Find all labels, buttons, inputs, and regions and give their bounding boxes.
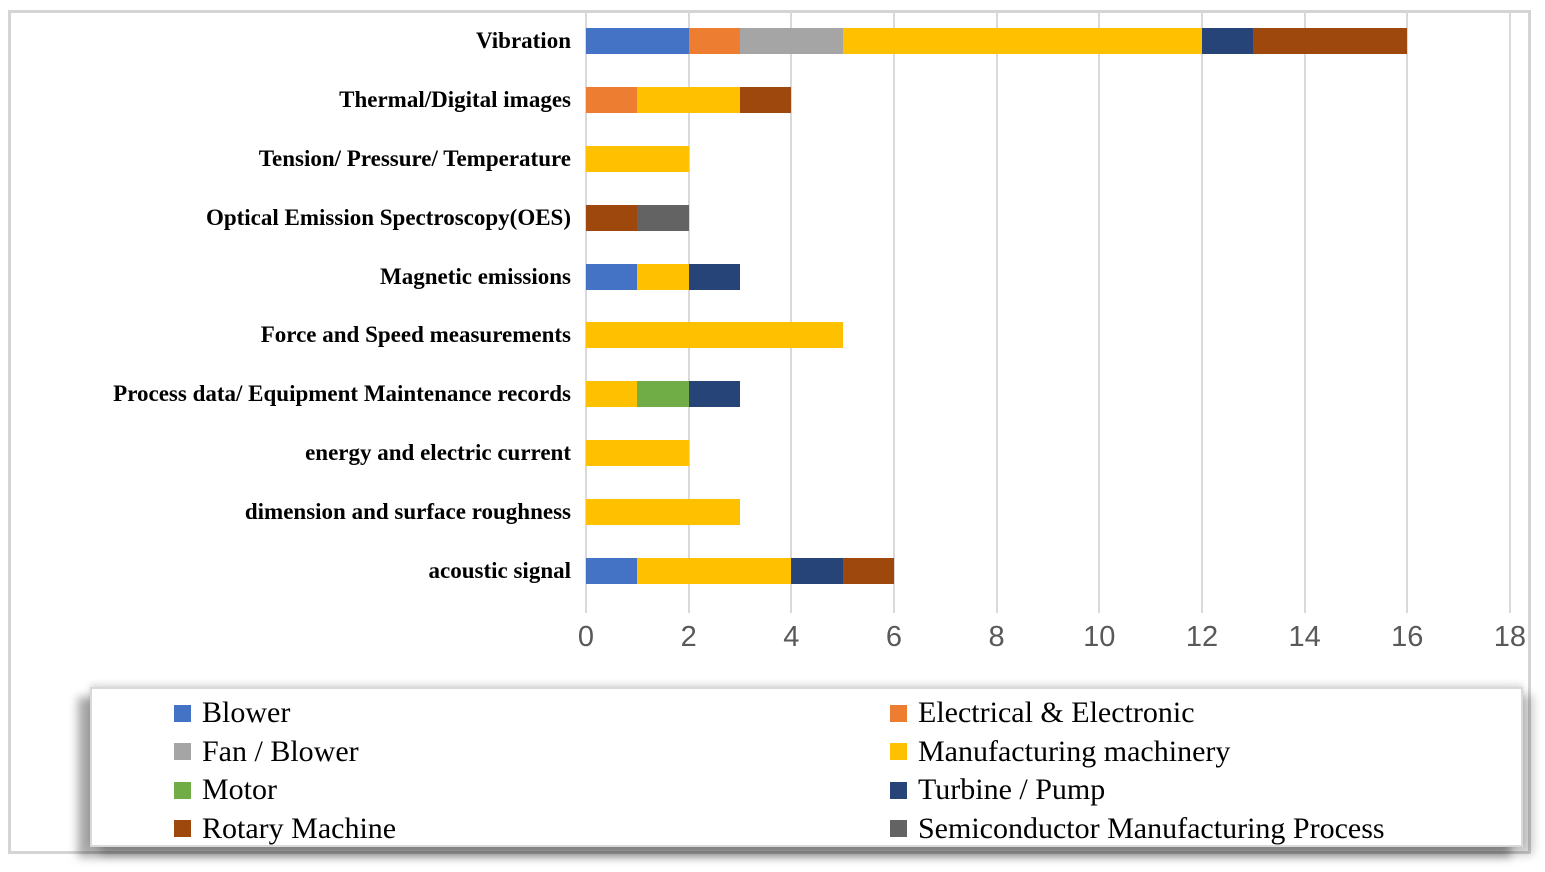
category-label: Magnetic emissions [379,263,571,289]
x-tick-label: 6 [885,621,903,653]
gridline-x-10 [1098,12,1101,613]
category-label: Tension/ Pressure/ Temperature [258,145,571,171]
gridline-x-16 [1406,12,1409,613]
category-label: Force and Speed measurements [260,322,571,348]
legend-item: Manufacturing machinery [890,733,1230,771]
bar-segment [586,440,689,466]
legend-swatch-icon [890,781,907,799]
category-label: dimension and surface roughness [244,498,571,524]
bar-segment [842,28,1202,55]
x-tick-label: 4 [783,621,800,653]
bar-segment [586,557,638,584]
legend-label: Turbine / Pump [918,773,1106,806]
bar-segment [637,263,689,290]
gridline-x-18 [1508,12,1511,613]
legend: Blower Fan / Blower Motor Rotary Machine Ele… [90,687,1523,847]
legend-item: Blower [174,694,290,732]
bar-segment [586,204,638,231]
legend-swatch-icon [890,820,907,837]
bar-segment [586,381,638,408]
gridline-x-8 [995,12,998,613]
x-tick-label: 18 [1493,621,1527,653]
bar-segment [688,263,740,290]
legend-item: Motor [174,771,277,809]
gridline-x-4 [790,12,793,613]
x-tick-label: 10 [1083,621,1116,653]
legend-item: Fan / Blower [174,733,359,771]
x-tick-label: 16 [1391,621,1424,653]
gridline-x-12 [1200,12,1203,613]
legend-item: Electrical & Electronic [890,694,1195,732]
category-label: energy and electric current [305,439,571,465]
bar-segment [842,557,894,584]
legend-label: Semiconductor Manufacturing Process [918,811,1385,845]
legend-label: Motor [202,773,277,806]
legend-item: Rotary Machine [174,810,396,848]
bar-segment [791,557,843,584]
gridline-x-14 [1303,12,1306,613]
bar-segment [586,28,689,55]
legend-item: Turbine / Pump [890,771,1105,809]
gridline-x-2 [687,12,690,613]
bar-segment [586,263,638,290]
legend-swatch-icon [890,704,907,722]
bar-segment [637,87,740,114]
bar-segment [688,381,740,408]
category-label: Vibration [476,28,571,54]
x-tick-label: 14 [1288,621,1321,653]
legend-swatch-icon [890,743,907,760]
gridline-x-0 [585,12,587,613]
category-label: Thermal/Digital images [339,87,571,113]
legend-swatch-icon [174,820,191,837]
x-tick-label: 0 [577,621,595,653]
legend-swatch-icon [174,743,191,760]
bar-segment [637,381,689,408]
x-tick-label: 12 [1185,621,1219,653]
legend-label: Electrical & Electronic [918,696,1195,729]
bar-segment [586,322,843,349]
bar-segment [586,87,638,114]
bar-segment [586,146,689,172]
bar-segment [1201,28,1254,55]
gridline-x-6 [892,12,895,613]
legend-label: Rotary Machine [202,811,397,845]
bar-segment [586,498,740,525]
x-tick-label: 8 [988,621,1005,653]
category-label: Process data/ Equipment Maintenance reco… [113,381,571,407]
bar-segment [1253,28,1408,55]
category-label: acoustic signal [428,557,571,583]
legend-label: Blower [202,696,291,729]
legend-label: Fan / Blower [202,734,359,768]
category-label: Optical Emission Spectroscopy(OES) [205,204,571,230]
x-tick-label: 2 [680,621,697,653]
legend-item: Semiconductor Manufacturing Process [890,810,1385,848]
bar-segment [739,87,792,114]
bar-segment [688,28,740,55]
bar-segment [637,557,792,584]
bar-segment [637,204,689,231]
legend-label: Manufacturing machinery [918,734,1231,768]
bar-segment [739,28,843,55]
legend-swatch-icon [174,704,191,722]
legend-swatch-icon [174,781,191,799]
